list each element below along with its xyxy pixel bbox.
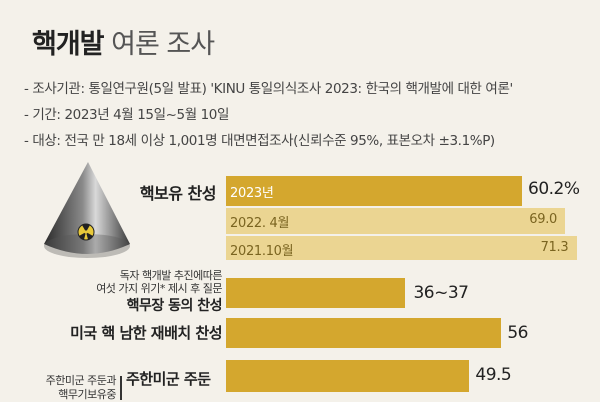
bar-2023 [226, 176, 522, 206]
meta-period: - 기간: 2023년 4월 15일~5월 10일 [24, 107, 230, 123]
bar-2022-04 [226, 208, 566, 234]
bar-redeployment [226, 318, 502, 348]
bar-value-2022-04: 69.0 [529, 212, 558, 227]
bar-year-2022-04: 2022. 4월 [230, 216, 290, 231]
bar-armament [226, 278, 406, 308]
label-nuclear-possession: 핵보유 찬성 [139, 184, 217, 203]
label-armament: 핵무장 동의 찬성 [126, 298, 223, 314]
meta-source: - 조사기관: 통일연구원(5일 발표) 'KINU 통일의식조사 2023: … [24, 81, 513, 97]
bar-year-2021-10: 2021.10월 [230, 244, 294, 259]
bar-usfk [226, 360, 470, 392]
bar-value-armament: 36~37 [413, 283, 469, 303]
note-usfk: 주한미군 주둔과 핵무기보유중 [45, 374, 117, 402]
note-armament-line1: 독자 핵개발 추진에따른 [119, 269, 223, 282]
note-armament: 독자 핵개발 추진에따른 여섯 가지 위기* 제시 후 질문 [96, 269, 222, 295]
nuclear-cone-icon [44, 162, 130, 258]
page-title: 핵개발 여론 조사 [32, 29, 215, 60]
bar-year-2023: 2023년 [230, 186, 274, 201]
bar-value-2023: 60.2% [528, 179, 580, 199]
bracket-line [120, 376, 122, 400]
bar-value-2021-10: 71.3 [540, 240, 569, 255]
bar-value-redeployment: 56 [507, 323, 528, 343]
note-usfk-line2: 핵무기보유중 [58, 388, 116, 401]
bar-2021-10 [226, 236, 577, 260]
meta-target: - 대상: 전국 만 18세 이상 1,001명 대면면접조사(신뢰수준 95%… [24, 133, 495, 149]
label-redeployment: 미국 핵 남한 재배치 찬성 [70, 324, 222, 342]
note-usfk-line1: 주한미군 주둔과 [45, 374, 117, 387]
note-armament-line2: 여섯 가지 위기* 제시 후 질문 [96, 282, 222, 295]
label-usfk: 주한미군 주둔 [126, 370, 211, 388]
bar-value-usfk: 49.5 [475, 365, 512, 385]
